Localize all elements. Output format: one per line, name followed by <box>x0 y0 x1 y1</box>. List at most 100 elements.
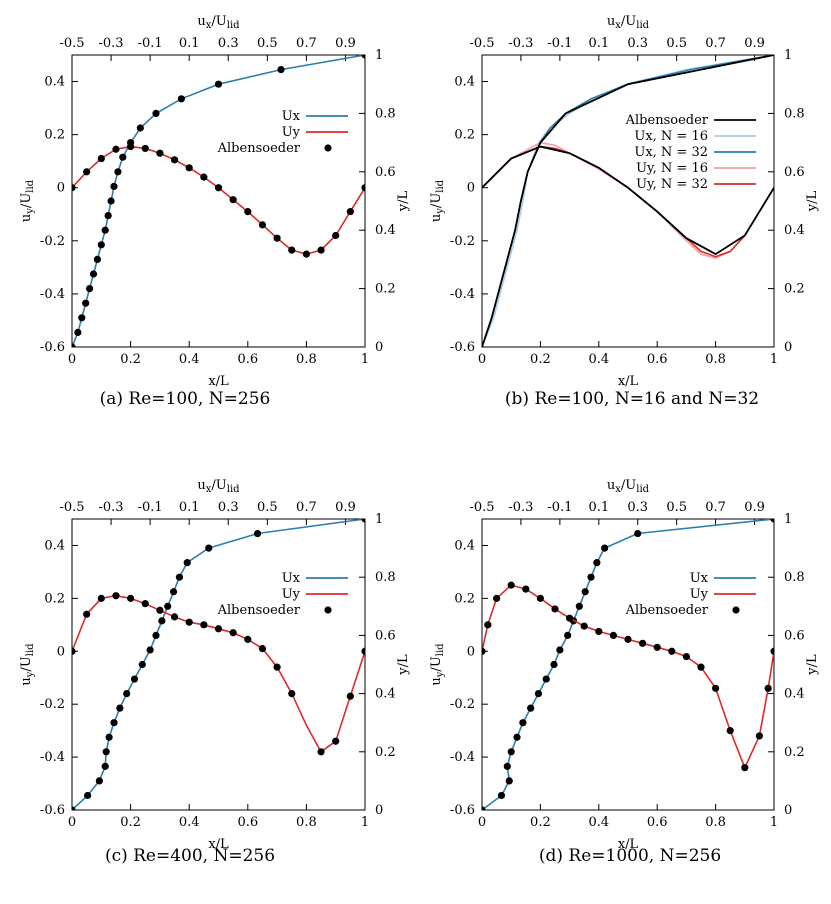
legend-label: Ux <box>282 109 301 124</box>
legend-marker <box>324 606 332 614</box>
data-point <box>136 124 144 132</box>
series-line <box>72 145 365 255</box>
x2-tick-label: 0.9 <box>744 36 765 51</box>
data-point <box>513 733 521 741</box>
data-point <box>258 645 267 653</box>
x2-tick-label: -0.5 <box>59 36 84 51</box>
data-point <box>755 732 764 740</box>
data-point <box>127 594 135 602</box>
label-sub: y <box>25 671 36 678</box>
data-point <box>575 602 583 610</box>
x2-tick-label: 0.1 <box>179 500 200 515</box>
data-point <box>764 684 772 692</box>
data-point <box>507 748 515 756</box>
data-point <box>72 184 76 192</box>
y2-tick-label: 1 <box>375 512 383 527</box>
y2-tick-label: 1 <box>784 48 792 63</box>
series-ref <box>482 55 774 347</box>
series-line <box>482 145 774 256</box>
legend-label: Albensoeder <box>217 141 301 156</box>
chart-panel-b: 0 0.2 0.4 0.6 0.8 1 -0.6 -0.4 -0.2 0 0.2 0.4 -0.5 -0.… <box>429 14 820 409</box>
data-point <box>682 652 691 661</box>
y-tick-label: 0 <box>57 181 65 196</box>
data-point <box>114 168 122 176</box>
x-tick-label: 0.4 <box>588 352 609 367</box>
data-point <box>484 621 492 629</box>
data-point <box>361 184 365 192</box>
data-point <box>634 529 642 538</box>
label-main: u <box>19 677 34 685</box>
x-tick-label: 0.8 <box>705 815 726 830</box>
data-point <box>214 184 223 192</box>
y2-axis-title: y/L <box>396 190 411 212</box>
data-point <box>726 727 734 735</box>
x2-tick-label: 0.1 <box>588 500 609 515</box>
legend-label: Uy, N = 32 <box>636 177 708 192</box>
x-tick-label: 0.2 <box>120 352 141 367</box>
x2-tick-label: -0.5 <box>59 500 84 515</box>
data-point <box>770 647 774 655</box>
data-point <box>170 613 179 621</box>
data-point <box>624 635 632 643</box>
data-point <box>505 777 513 785</box>
data-point <box>497 791 506 800</box>
data-point <box>346 208 354 216</box>
plot-frame <box>71 54 366 348</box>
x2-axis-title: ux/Ulid <box>197 14 240 31</box>
data-point <box>317 246 325 254</box>
legend-label: Ux, N = 16 <box>634 129 708 144</box>
x2-axis-title: ux/Ulid <box>607 14 650 31</box>
data-point <box>74 328 82 336</box>
x2-tick-label: 0.5 <box>257 500 278 515</box>
legend-marker <box>324 144 332 152</box>
data-point <box>123 690 131 698</box>
data-point <box>214 625 223 633</box>
label-sub2: lid <box>636 484 649 495</box>
x-tick-label: 0.4 <box>588 815 609 830</box>
data-point <box>244 208 252 216</box>
data-point <box>581 588 589 596</box>
label-main: u <box>607 478 615 493</box>
data-point <box>551 605 559 613</box>
y-tick-label: -0.2 <box>450 697 475 712</box>
series-line <box>482 55 774 347</box>
legend-label: Uy <box>690 587 709 602</box>
x2-tick-label: 0.7 <box>705 500 726 515</box>
label-main: u <box>429 677 444 685</box>
data-point <box>83 610 91 618</box>
data-point <box>593 559 601 567</box>
plot-frame <box>481 518 775 811</box>
data-point <box>200 621 208 629</box>
data-point <box>138 660 146 669</box>
data-point <box>105 733 113 741</box>
label-sub2: lid <box>227 20 240 31</box>
y-tick-label: 0.2 <box>454 591 475 606</box>
data-point <box>185 164 193 172</box>
data-point <box>332 231 340 240</box>
data-point <box>527 704 535 712</box>
x2-tick-label: -0.5 <box>469 36 494 51</box>
x-tick-label: 0.6 <box>647 815 668 830</box>
y-tick-label: 0.2 <box>44 591 65 606</box>
data-point <box>169 588 178 596</box>
data-point <box>519 719 527 727</box>
data-point <box>346 692 354 700</box>
legend-marker <box>732 606 740 614</box>
data-point <box>493 594 501 602</box>
series-uy <box>72 142 365 258</box>
data-point <box>503 762 511 770</box>
y2-tick-label: 0 <box>784 340 792 355</box>
y-axis-title: uy/Ulid <box>19 643 36 686</box>
chart-panel-d: 0 0.2 0.4 0.6 0.8 1 -0.6 -0.4 -0.2 0 0.2 0.4 -0.5 -0.… <box>429 478 820 866</box>
data-point <box>93 255 101 263</box>
legend-label: Ux <box>690 571 709 586</box>
y-tick-label: -0.2 <box>40 697 65 712</box>
y2-tick-label: 0.6 <box>375 165 396 180</box>
series-line <box>72 519 365 810</box>
label-sub2: lid <box>25 179 36 192</box>
y2-axis-title: y/L <box>396 654 411 676</box>
data-point <box>361 519 365 523</box>
data-point <box>97 241 105 249</box>
x2-tick-label: -0.5 <box>469 500 494 515</box>
data-point <box>361 647 365 655</box>
